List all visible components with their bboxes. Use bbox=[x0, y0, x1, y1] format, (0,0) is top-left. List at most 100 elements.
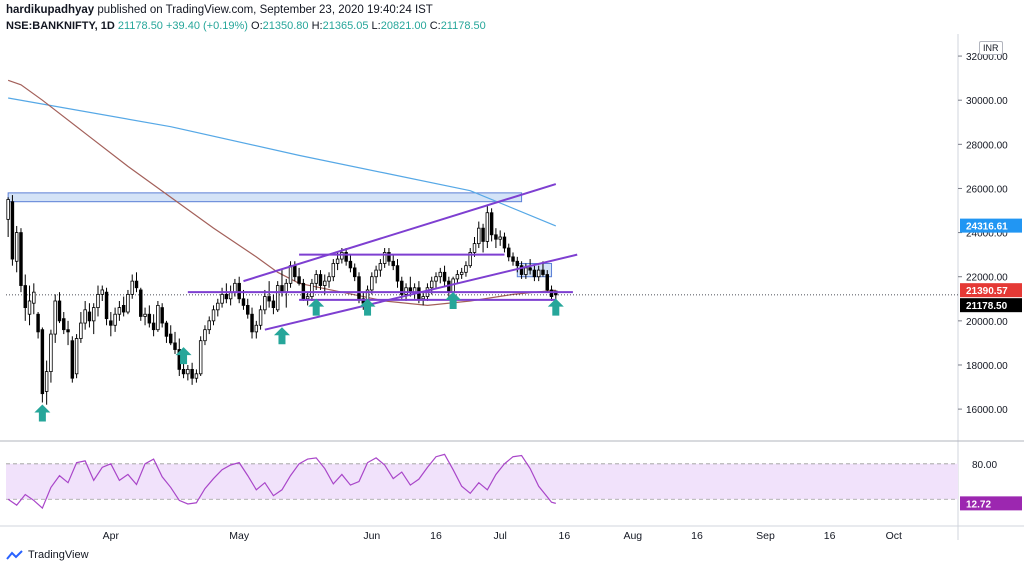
candle-body bbox=[151, 322, 156, 331]
candle-body bbox=[164, 322, 169, 337]
candle-body bbox=[57, 300, 62, 322]
candle-body bbox=[536, 269, 541, 278]
candle-body bbox=[216, 302, 220, 311]
candle-body bbox=[301, 282, 306, 300]
candle-body bbox=[14, 232, 19, 262]
candle-body bbox=[203, 329, 207, 342]
candle-body bbox=[87, 311, 92, 322]
rsi-value-badge: 12.72 bbox=[966, 499, 991, 510]
candle-body bbox=[459, 271, 464, 275]
price-badge-bg bbox=[960, 283, 1022, 298]
rsi-pane: 80.00 bbox=[6, 453, 997, 510]
candle-body bbox=[70, 340, 75, 379]
up-arrow-icon bbox=[175, 347, 192, 365]
time-tick-label: Oct bbox=[886, 530, 902, 542]
candle-body bbox=[126, 293, 130, 313]
candle-body bbox=[109, 320, 113, 326]
candle-body bbox=[117, 307, 122, 315]
candle-body bbox=[194, 373, 199, 379]
candle-body bbox=[352, 267, 357, 278]
price-badge-bg bbox=[960, 298, 1022, 313]
candle-body bbox=[19, 232, 23, 286]
chart-header: hardikupadhyay published on TradingView.… bbox=[6, 2, 486, 34]
candles bbox=[6, 195, 558, 405]
candle-body bbox=[96, 293, 100, 309]
rsi-tick-label: 80.00 bbox=[972, 460, 997, 471]
candle-body bbox=[468, 252, 472, 267]
up-arrow-icon bbox=[445, 291, 462, 309]
price-tick-label: 32000.00 bbox=[966, 52, 1008, 63]
time-tick-label: 16 bbox=[559, 530, 571, 542]
candle-body bbox=[160, 307, 164, 324]
candle-body bbox=[246, 305, 250, 315]
time-tick-label: Sep bbox=[756, 530, 775, 542]
candle-body bbox=[40, 329, 45, 395]
candle-body bbox=[541, 269, 545, 275]
candle-body bbox=[6, 199, 10, 220]
candle-body bbox=[49, 333, 53, 372]
candle-body bbox=[507, 247, 511, 258]
price-badge: 24316.61 bbox=[966, 222, 1008, 233]
candle-body bbox=[318, 274, 323, 286]
low-label: L: bbox=[371, 20, 381, 32]
price-badge-bg bbox=[960, 218, 1022, 233]
price-badge: 21390.57 bbox=[966, 286, 1008, 297]
time-tick-label: 16 bbox=[430, 530, 442, 542]
up-arrow-icon bbox=[34, 404, 51, 422]
ohlc-line: NSE:BANKNIFTY, 1D 21178.50 +39.40 (+0.19… bbox=[6, 18, 486, 34]
candle-body bbox=[442, 271, 447, 282]
low-value: 20821.00 bbox=[380, 20, 427, 32]
candle-body bbox=[502, 236, 507, 249]
candle-body bbox=[348, 260, 353, 269]
candle-body bbox=[250, 313, 254, 333]
candle-body bbox=[485, 212, 490, 242]
candle-body bbox=[477, 227, 481, 245]
up-arrow-icon bbox=[359, 298, 376, 316]
candle-body bbox=[79, 322, 83, 339]
time-tick-label: Jun bbox=[363, 530, 380, 542]
candle-body bbox=[237, 282, 241, 300]
tradingview-logo-icon bbox=[6, 550, 23, 560]
candle-body bbox=[532, 269, 537, 278]
trend-lines bbox=[187, 183, 578, 331]
price-change: +39.40 (+0.19%) bbox=[166, 20, 248, 32]
author-name[interactable]: hardikupadhyay bbox=[6, 4, 95, 16]
candle-body bbox=[327, 276, 331, 282]
candle-body bbox=[331, 263, 336, 278]
candle-body bbox=[344, 252, 348, 262]
candle-body bbox=[545, 274, 549, 291]
time-tick-label: May bbox=[229, 530, 250, 542]
time-tick-label: 16 bbox=[824, 530, 836, 542]
candle-body bbox=[224, 293, 229, 300]
candle-body bbox=[169, 333, 173, 344]
candle-body bbox=[323, 280, 327, 286]
candle-body bbox=[421, 296, 425, 300]
candle-body bbox=[147, 313, 152, 324]
high-value: 21365.05 bbox=[322, 20, 369, 32]
up-arrow-icon bbox=[273, 327, 290, 345]
candle-body bbox=[438, 271, 443, 278]
candle-body bbox=[549, 289, 554, 297]
candle-body bbox=[472, 243, 477, 253]
currency-badge[interactable]: INR bbox=[979, 41, 1003, 55]
candle-body bbox=[288, 265, 293, 284]
candle-body bbox=[241, 298, 246, 306]
time-tick-label: Apr bbox=[103, 530, 120, 542]
candle-body bbox=[464, 265, 468, 273]
candle-body bbox=[494, 234, 498, 240]
candle-body bbox=[378, 263, 383, 271]
candle-body bbox=[44, 371, 49, 392]
candle-body bbox=[83, 309, 87, 324]
candle-body bbox=[27, 300, 32, 315]
candle-body bbox=[293, 265, 297, 278]
axes: 16000.00 18000.00 20000.00 22000.00 24000.00… bbox=[0, 34, 1024, 542]
candle-body bbox=[173, 342, 177, 350]
time-tick-label: 16 bbox=[691, 530, 703, 542]
high-label: H: bbox=[311, 20, 323, 32]
publish-line: hardikupadhyay published on TradingView.… bbox=[6, 2, 486, 18]
tradingview-brand[interactable]: TradingView bbox=[6, 549, 89, 561]
up-arrow-icon bbox=[308, 298, 325, 316]
candle-body bbox=[121, 305, 126, 313]
candle-body bbox=[305, 296, 310, 300]
